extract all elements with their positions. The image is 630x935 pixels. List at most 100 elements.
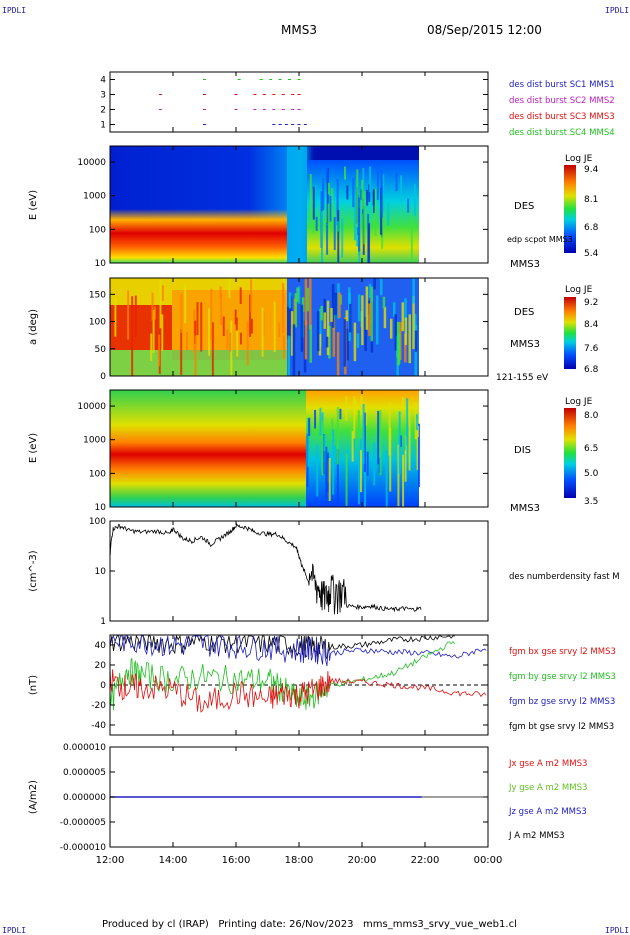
- heatmap-streak: [414, 330, 418, 352]
- y-tick-label: -40: [91, 721, 106, 731]
- heatmap-streak: [408, 314, 411, 364]
- heatmap-streak: [239, 287, 242, 304]
- heatmap-streak: [309, 174, 312, 219]
- dis-energy-colorbar: [564, 408, 576, 498]
- heatmap-streak: [261, 307, 264, 357]
- y-tick-label: 1: [100, 121, 106, 131]
- heatmap-streak: [331, 188, 334, 232]
- y-tick-label: 3: [100, 91, 106, 101]
- heatmap-streak: [359, 450, 362, 493]
- y-tick-label: 100: [89, 469, 106, 479]
- heatmap-streak: [296, 287, 299, 303]
- colorbar-tick-label: 9.4: [584, 165, 599, 175]
- heatmap-streak: [402, 454, 405, 507]
- y-tick-label: 1000: [83, 436, 106, 446]
- heatmap-streak: [352, 178, 355, 208]
- heatmap-streak: [401, 302, 405, 332]
- heatmap-streak: [250, 279, 253, 313]
- heatmap-streak: [300, 304, 304, 352]
- dis-energy-colorbar-title: Log JE: [565, 397, 593, 407]
- heatmap-streak: [361, 179, 364, 210]
- heatmap-streak: [328, 326, 331, 359]
- dis-energy-panel: 10 100 1000 10000 8.0 6.5 5.0 3.5: [77, 389, 599, 513]
- heatmap-streak: [321, 211, 324, 263]
- heatmap-streak: [200, 302, 203, 352]
- heatmap-streak: [326, 222, 329, 255]
- corner-logo-top-left: IPDLI: [2, 6, 27, 15]
- heatmap-streak: [338, 292, 341, 318]
- heatmap-streak: [416, 426, 419, 438]
- heatmap-streak: [351, 431, 354, 462]
- fgm-panel: -40 -20 0 20 40: [91, 634, 489, 736]
- heatmap-streak: [348, 303, 352, 333]
- heatmap-streak: [346, 185, 349, 200]
- density-panel: 1 10 100: [89, 517, 489, 627]
- heatmap-streak: [211, 322, 214, 376]
- heatmap-streak: [418, 423, 421, 488]
- heatmap-streak: [407, 198, 410, 213]
- heatmap-streak: [331, 284, 335, 328]
- heatmap-streak: [372, 190, 375, 206]
- heatmap-streak: [329, 196, 332, 222]
- y-tick-label: -0.000005: [60, 818, 106, 828]
- x-tick-label: 00:00: [474, 855, 503, 866]
- dis-energy-label: DIS: [514, 445, 531, 456]
- y-tick-label: 0.000000: [63, 793, 106, 803]
- heatmap-streak: [220, 292, 223, 325]
- heatmap-streak: [318, 333, 322, 356]
- heatmap-streak: [404, 298, 407, 321]
- heatmap-streak: [336, 449, 339, 505]
- heatmap-streak: [399, 435, 402, 447]
- heatmap-streak: [159, 280, 162, 329]
- heatmap-streak: [341, 218, 344, 258]
- x-tick-label: 22:00: [411, 855, 440, 866]
- density-frame: [109, 520, 489, 622]
- heatmap-streak: [319, 407, 322, 436]
- heatmap-streak: [150, 333, 153, 362]
- heatmap-streak: [235, 317, 238, 331]
- heatmap-streak: [152, 309, 155, 354]
- heatmap-streak: [325, 167, 328, 182]
- heatmap-streak: [332, 429, 335, 495]
- heatmap-streak: [186, 332, 189, 351]
- heatmap-streak: [410, 215, 413, 263]
- y-tick-label: -0.000010: [60, 843, 106, 853]
- mission-title: MMS3: [281, 23, 317, 37]
- heatmap-streak: [320, 305, 323, 321]
- x-tick-label: 20:00: [348, 855, 377, 866]
- fgm-legend-entry: fgm bx gse srvy l2 MMS3: [509, 647, 616, 657]
- heatmap-streak: [208, 308, 211, 356]
- heatmap-streak: [414, 402, 417, 440]
- y-tick-label: 100: [89, 517, 106, 527]
- heatmap-streak: [314, 409, 317, 429]
- fgm-legend-entry: fgm bt gse srvy l2 MMS3: [509, 722, 614, 732]
- des-energy-label2: MMS3: [510, 259, 540, 270]
- heatmap-streak: [194, 335, 197, 376]
- y-tick-label: 0.000010: [63, 743, 106, 753]
- y-tick-label: 0: [100, 372, 106, 382]
- colorbar-tick-label: 7.6: [584, 344, 599, 354]
- heatmap-streak: [304, 320, 308, 360]
- des-pitch-warm-region: [172, 290, 287, 360]
- y-tick-label: 0: [100, 681, 106, 691]
- colorbar-tick-label: 8.4: [584, 320, 599, 330]
- density-ylabel: (cm^-3): [28, 550, 39, 591]
- colorbar-tick-label: 6.8: [584, 365, 599, 375]
- heatmap-streak: [353, 431, 356, 456]
- heatmap-streak: [395, 173, 398, 192]
- heatmap-streak: [294, 293, 297, 328]
- heatmap-streak: [312, 186, 315, 220]
- x-tick-label: 16:00: [222, 855, 251, 866]
- des-energy-ylabel: E (eV): [28, 190, 39, 220]
- y-tick-label: 100: [89, 318, 106, 328]
- y-tick-label: 150: [89, 290, 106, 300]
- heatmap-streak: [323, 435, 326, 452]
- heatmap-streak: [387, 202, 390, 226]
- y-tick-label: 10: [95, 259, 107, 269]
- heatmap-streak: [336, 332, 340, 376]
- heatmap-streak: [327, 452, 330, 493]
- heatmap-streak: [273, 301, 276, 353]
- heatmap-streak: [210, 288, 213, 340]
- heatmap-streak: [382, 296, 386, 309]
